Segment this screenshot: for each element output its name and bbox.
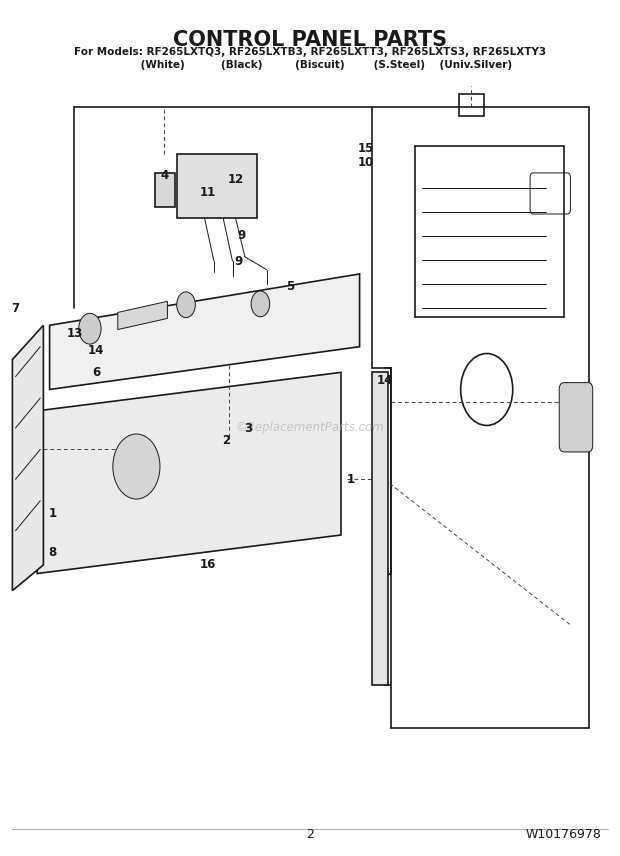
Text: 1: 1 [346, 473, 355, 486]
Text: (White)          (Black)         (Biscuit)        (S.Steel)    (Univ.Silver): (White) (Black) (Biscuit) (S.Steel) (Uni… [108, 60, 512, 70]
Text: 10: 10 [358, 156, 374, 169]
Text: 3: 3 [244, 421, 252, 435]
Text: For Models: RF265LXTQ3, RF265LXTB3, RF265LXTT3, RF265LXTS3, RF265LXTY3: For Models: RF265LXTQ3, RF265LXTB3, RF26… [74, 47, 546, 57]
Text: 9: 9 [237, 229, 246, 242]
Polygon shape [50, 274, 360, 389]
Text: 14: 14 [88, 344, 104, 358]
Bar [155, 173, 175, 207]
Polygon shape [37, 372, 341, 574]
Text: 9: 9 [234, 254, 243, 268]
Text: 8: 8 [48, 545, 57, 559]
Text: CONTROL PANEL PARTS: CONTROL PANEL PARTS [173, 30, 447, 50]
Polygon shape [12, 325, 43, 591]
Polygon shape [118, 301, 167, 330]
Circle shape [251, 291, 270, 317]
Text: 1: 1 [48, 507, 57, 520]
Text: 13: 13 [66, 327, 82, 341]
Text: 2: 2 [222, 434, 231, 448]
Text: 11: 11 [200, 186, 216, 199]
Text: 12: 12 [228, 173, 244, 187]
Text: W10176978: W10176978 [526, 828, 601, 841]
Text: 7: 7 [11, 301, 20, 315]
Text: 5: 5 [286, 280, 294, 294]
Text: 14: 14 [376, 374, 392, 388]
FancyBboxPatch shape [559, 383, 593, 452]
Circle shape [113, 434, 160, 499]
Text: ©ReplacementParts.com: ©ReplacementParts.com [236, 421, 384, 435]
Text: 15: 15 [358, 142, 374, 156]
Bar [459, 94, 484, 116]
Text: 4: 4 [160, 169, 169, 182]
Text: 2: 2 [306, 828, 314, 841]
Circle shape [79, 313, 101, 344]
Text: 16: 16 [200, 558, 216, 572]
Text: 6: 6 [92, 366, 100, 379]
Bar [177, 154, 257, 218]
Polygon shape [372, 372, 388, 685]
Circle shape [177, 292, 195, 318]
